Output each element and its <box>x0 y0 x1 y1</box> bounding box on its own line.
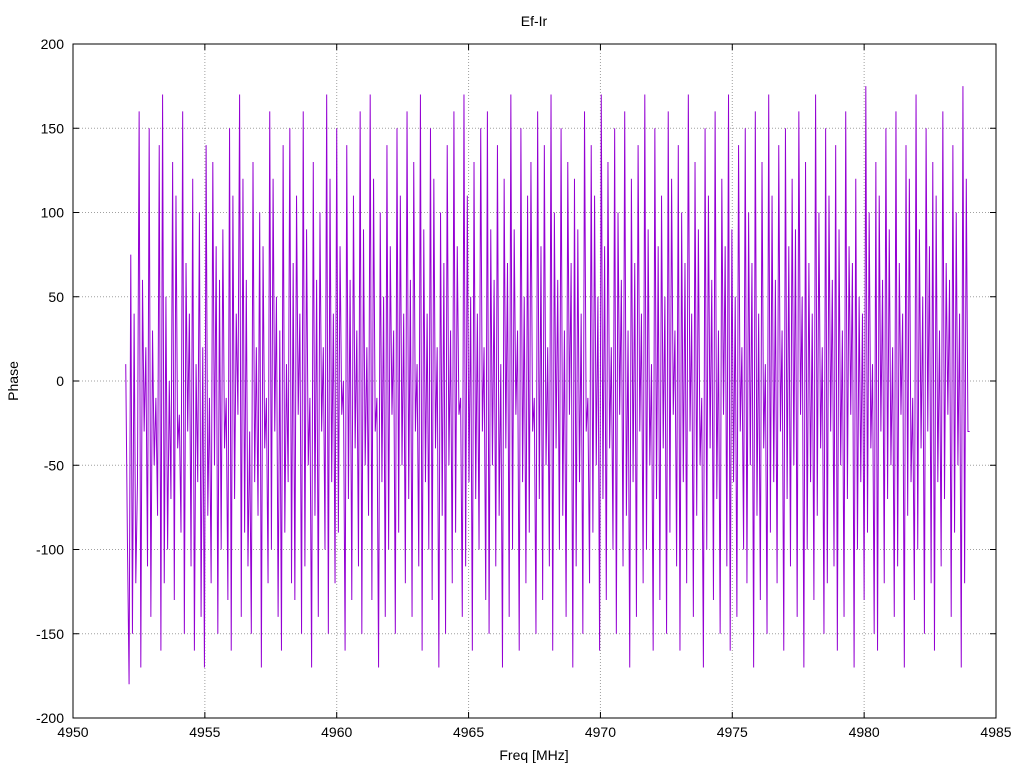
x-tick-label: 4965 <box>453 724 484 740</box>
x-tick-label: 4970 <box>585 724 616 740</box>
y-tick-label: 200 <box>41 36 65 52</box>
series-line <box>125 86 970 685</box>
x-tick-label: 4960 <box>321 724 352 740</box>
x-axis-label: Freq [MHz] <box>499 747 568 763</box>
tick-marks <box>72 43 997 719</box>
y-tick-label: 0 <box>56 373 64 389</box>
y-tick-label: -200 <box>36 710 64 726</box>
x-tick-labels: 4950 4955 4960 4965 4970 4975 4980 4985 <box>57 724 1011 740</box>
y-tick-labels: -200 -150 -100 -50 0 50 100 150 200 <box>36 36 64 726</box>
x-tick-label: 4975 <box>717 724 748 740</box>
y-tick-label: 100 <box>41 205 65 221</box>
x-tick-label: 4950 <box>57 724 88 740</box>
y-tick-label: -100 <box>36 542 64 558</box>
y-tick-label: 50 <box>48 289 64 305</box>
x-tick-label: 4980 <box>849 724 880 740</box>
chart-title: Ef-Ir <box>521 13 548 29</box>
y-tick-label: -150 <box>36 626 64 642</box>
x-tick-label: 4985 <box>980 724 1011 740</box>
y-axis-label: Phase <box>5 361 21 401</box>
y-tick-label: -50 <box>44 457 64 473</box>
y-tick-label: 150 <box>41 120 65 136</box>
x-tick-label: 4955 <box>189 724 220 740</box>
